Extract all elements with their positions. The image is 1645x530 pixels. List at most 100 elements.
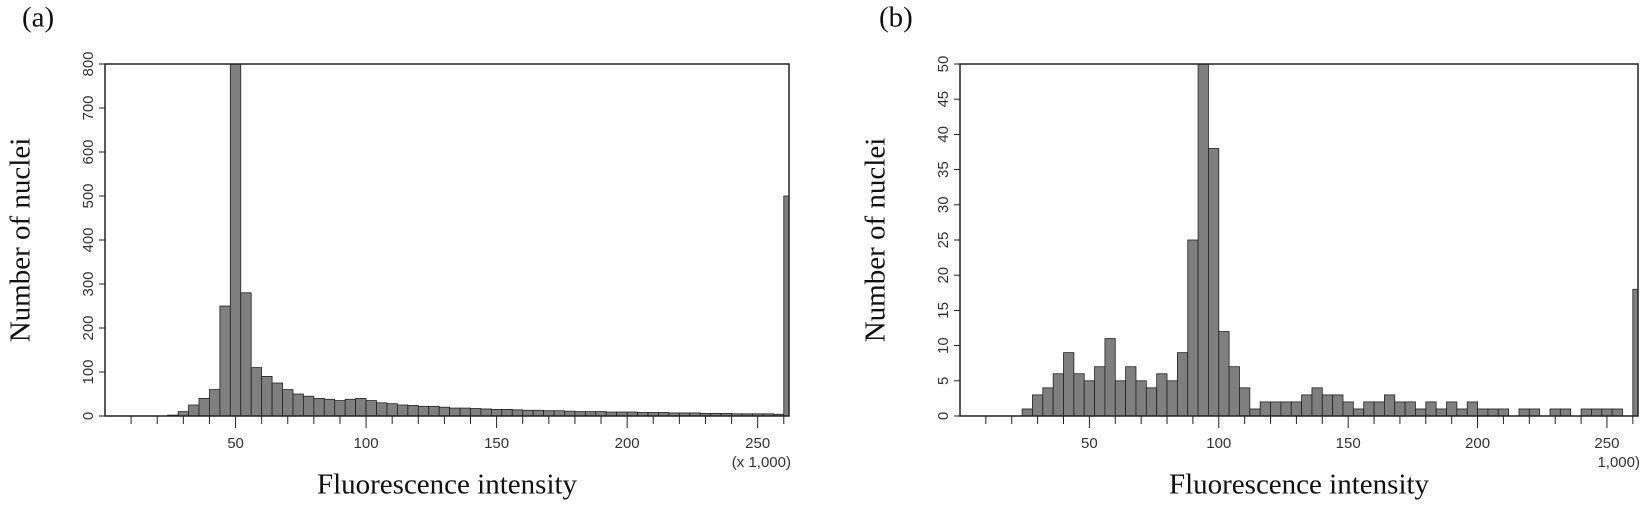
histogram-bar: [449, 407, 461, 417]
histogram-bar: [1456, 408, 1468, 417]
histogram-bar: [1114, 380, 1127, 417]
histogram-bar: [1290, 401, 1302, 417]
histogram-bar: [1301, 394, 1313, 417]
histogram-bar: [470, 408, 482, 417]
histogram-bar: [1477, 408, 1489, 417]
histogram-bar: [1249, 408, 1261, 417]
histogram-bar: [1094, 366, 1106, 417]
plot-frame: [104, 63, 790, 417]
y-axis-label: Number of nuclei: [5, 138, 37, 343]
y-tick-label: 10: [935, 337, 952, 354]
histogram-bar: [198, 397, 210, 417]
x-unit-note: 1,000): [1597, 454, 1640, 471]
x-tick-label: 50: [1081, 435, 1098, 452]
histogram-bar: [438, 406, 451, 417]
x-tick-label: 100: [1206, 435, 1231, 452]
histogram-bar: [1363, 401, 1375, 417]
x-tick-label: 50: [227, 435, 244, 452]
histogram-bar: [1270, 401, 1282, 417]
y-tick-label: 35: [935, 161, 952, 178]
histogram-bar: [1104, 338, 1116, 417]
histogram-bar: [1052, 373, 1064, 417]
histogram-bar: [1280, 401, 1292, 417]
histogram-bar: [1311, 387, 1323, 417]
histogram-bar: [1239, 387, 1251, 417]
y-tick-label: 300: [80, 271, 97, 296]
plot-frame: [959, 63, 1639, 417]
histogram-bar: [396, 404, 409, 417]
histogram-bar: [1435, 408, 1447, 417]
histogram-bar: [313, 397, 325, 417]
histogram-bar: [1415, 408, 1427, 417]
y-axis-label: Number of nuclei: [860, 138, 892, 343]
histogram-bar: [1549, 408, 1561, 417]
y-tick-label: 45: [935, 91, 952, 108]
panel-label: (a): [22, 2, 54, 34]
histogram-bar: [1321, 394, 1334, 417]
histogram-bar: [1021, 408, 1033, 417]
histogram-bar: [1632, 288, 1639, 417]
histogram-bar: [1166, 380, 1178, 417]
histogram-bar: [282, 389, 294, 417]
histogram-bar: [1073, 373, 1085, 417]
x-tick-label: 250: [745, 435, 770, 452]
x-tick-label: 100: [354, 435, 379, 452]
histogram-bar: [334, 400, 346, 417]
histogram-bar: [501, 408, 513, 417]
y-tick-label: 0: [935, 412, 952, 420]
histogram-bar: [1342, 401, 1354, 417]
y-tick-label: 200: [80, 315, 97, 340]
histogram-bar: [1497, 408, 1510, 417]
histogram-bar: [543, 410, 555, 417]
y-tick-label: 5: [935, 377, 952, 385]
y-tick-label: 50: [935, 56, 952, 73]
histogram-bar: [355, 397, 367, 417]
histogram-bar: [1518, 408, 1530, 417]
histogram-bar: [219, 305, 231, 417]
y-tick-label: 30: [935, 196, 952, 213]
histogram-bar: [1352, 408, 1365, 417]
histogram-bar: [1218, 331, 1230, 417]
histogram-bar: [261, 375, 273, 417]
histogram-bar: [1601, 408, 1613, 417]
histogram-bar: [417, 405, 430, 417]
histogram-bar: [188, 404, 200, 417]
histogram-bar: [376, 402, 388, 417]
y-tick-label: 40: [935, 126, 952, 143]
histogram-bar: [303, 395, 315, 417]
histogram-bar: [209, 389, 221, 417]
x-tick-label: 150: [484, 435, 509, 452]
x-unit-note: (x 1,000): [732, 454, 791, 471]
histogram-bar: [1591, 408, 1603, 417]
y-tick-label: 100: [80, 359, 97, 384]
histogram-bar: [511, 409, 524, 417]
histogram-bar: [1125, 366, 1137, 417]
histogram-bar: [1197, 63, 1209, 417]
histogram-bar: [532, 409, 544, 417]
y-tick-label: 700: [80, 95, 97, 120]
panel-label: (b): [879, 2, 913, 34]
y-tick-label: 400: [80, 227, 97, 252]
histogram-bar: [1559, 408, 1572, 417]
histogram-bar: [1425, 401, 1437, 417]
y-tick-label: 500: [80, 183, 97, 208]
histogram-bar: [1032, 394, 1044, 417]
histogram-bar: [1580, 408, 1592, 417]
y-tick-label: 15: [935, 302, 952, 319]
x-tick-label: 250: [1594, 435, 1619, 452]
histogram-bar: [490, 408, 503, 417]
histogram-bar: [1394, 401, 1406, 417]
histogram-bar: [1228, 366, 1240, 417]
histogram-bar: [1083, 380, 1095, 417]
x-tick-label: 150: [1336, 435, 1361, 452]
histogram-bar: [292, 393, 304, 417]
histogram-bar: [1208, 148, 1220, 417]
y-tick-label: 0: [80, 412, 97, 420]
histogram-bar: [480, 408, 492, 417]
histogram-bar: [1156, 373, 1168, 417]
histogram-bar: [1259, 401, 1271, 417]
x-tick-label: 200: [1465, 435, 1490, 452]
y-tick-label: 20: [935, 267, 952, 284]
histogram-bar: [1145, 387, 1158, 417]
